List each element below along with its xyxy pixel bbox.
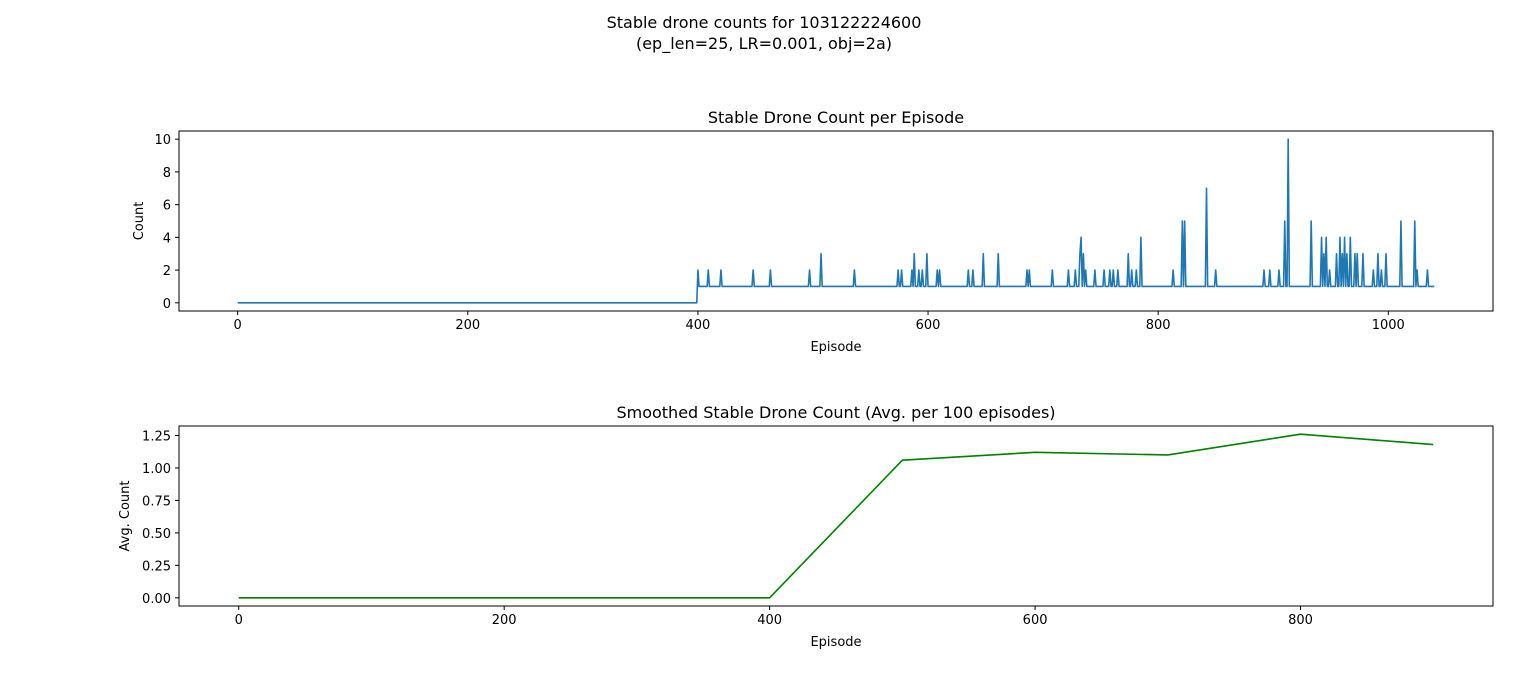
y-tick-label: 8 [163,166,171,181]
y-ticks-smoothed: 0.00 0.25 0.50 0.75 1.00 1.25 [142,429,179,607]
plot-area-raw [179,131,1493,311]
y-tick-label: 1.00 [142,462,171,477]
y-tick-label: 0.75 [142,494,171,509]
x-tick-label: 1000 [1372,318,1405,333]
y-axis-label-raw: Count [132,202,147,241]
x-tick-label: 800 [1146,318,1171,333]
y-ticks-raw: 0 2 4 6 8 10 [154,133,179,312]
y-tick-label: 4 [163,231,171,246]
x-tick-label: 400 [757,613,782,628]
y-tick-label: 0.00 [142,592,171,607]
x-tick-label: 600 [916,318,941,333]
x-ticks-smoothed: 0 200 400 600 800 [235,606,1313,628]
chart-title-raw: Stable Drone Count per Episode [708,108,964,127]
x-tick-label: 800 [1288,613,1313,628]
x-tick-label: 400 [686,318,711,333]
chart-panel-raw: Stable Drone Count per Episode 0 200 400 60… [132,108,1494,355]
y-tick-label: 0.50 [142,527,171,542]
x-tick-label: 0 [235,613,243,628]
y-tick-label: 2 [163,264,171,279]
chart-title-smoothed: Smoothed Stable Drone Count (Avg. per 10… [616,403,1055,422]
y-tick-label: 0 [163,297,171,312]
x-tick-label: 200 [492,613,517,628]
figure-title-line2: (ep_len=25, LR=0.001, obj=2a) [636,34,892,54]
chart-panel-smoothed: Smoothed Stable Drone Count (Avg. per 10… [118,403,1494,650]
x-axis-label-smoothed: Episode [810,635,861,650]
figure-title-line1: Stable drone counts for 103122224600 [607,13,922,32]
plot-frame-smoothed [178,425,1494,607]
y-tick-label: 6 [163,199,171,214]
y-tick-label: 0.25 [142,559,171,574]
y-tick-label: 1.25 [142,429,171,444]
series-line-raw [237,138,1435,304]
x-tick-label: 0 [234,318,242,333]
plot-frame-raw [178,130,1494,312]
x-ticks-raw: 0 200 400 600 800 1000 [234,311,1405,333]
series-path [238,433,1434,599]
y-axis-label-smoothed: Avg. Count [118,481,133,552]
y-tick-label: 10 [154,133,171,148]
series-path [237,138,1435,304]
plot-area-smoothed [179,426,1493,606]
series-line-smoothed [238,433,1434,599]
x-tick-label: 200 [455,318,480,333]
x-axis-label-raw: Episode [810,340,861,355]
x-tick-label: 600 [1023,613,1048,628]
